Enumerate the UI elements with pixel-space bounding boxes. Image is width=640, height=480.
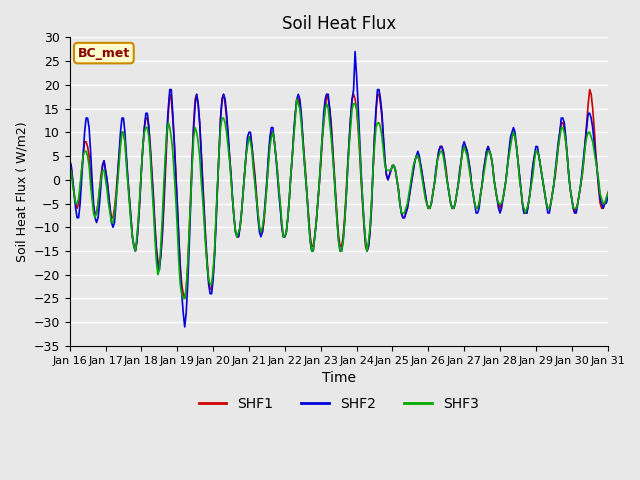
Text: BC_met: BC_met <box>77 47 130 60</box>
Title: Soil Heat Flux: Soil Heat Flux <box>282 15 396 33</box>
X-axis label: Time: Time <box>322 371 356 385</box>
Legend: SHF1, SHF2, SHF3: SHF1, SHF2, SHF3 <box>193 391 484 416</box>
Y-axis label: Soil Heat Flux ( W/m2): Soil Heat Flux ( W/m2) <box>15 121 28 262</box>
